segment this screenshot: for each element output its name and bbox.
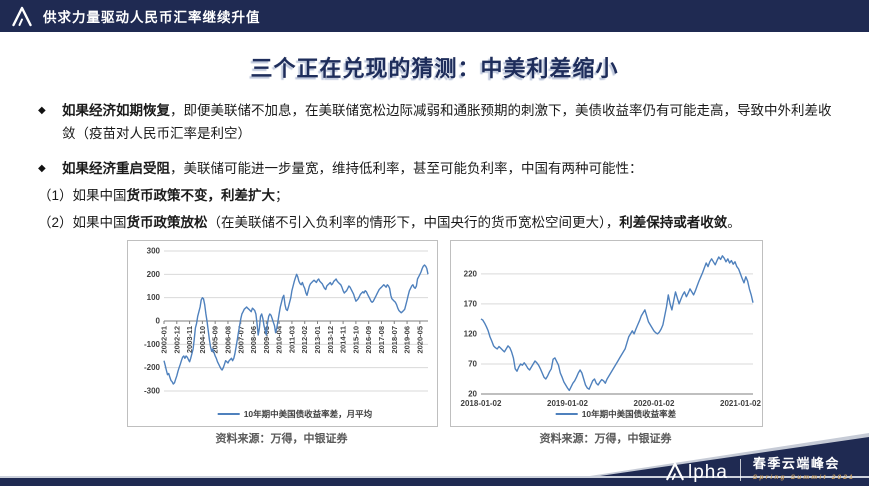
svg-text:2015-10: 2015-10	[351, 326, 360, 354]
svg-text:2010-04: 2010-04	[275, 325, 284, 353]
svg-text:2011-03: 2011-03	[287, 326, 296, 353]
diamond-bullet-icon: ◆	[38, 105, 46, 116]
chart-right-box: 220 170 120 70 20 2018-01-02 2019-01-02 2020-01…	[450, 240, 763, 427]
svg-text:2013-01: 2013-01	[313, 326, 322, 354]
source-caption-left: 资料来源：万得，中银证券	[215, 433, 348, 445]
subitem-2-bold1: 货币政策放松	[126, 215, 208, 230]
bullet-1-bold: 如果经济如期恢复	[62, 103, 170, 118]
subitem-1-bold: 货币政策不变，利差扩大	[126, 188, 276, 203]
svg-text:2019-01-02: 2019-01-02	[547, 399, 588, 408]
brand-en-text: Spring Summit 2021	[752, 474, 855, 481]
svg-text:300: 300	[147, 247, 161, 256]
svg-text:2002-12: 2002-12	[172, 326, 181, 354]
svg-text:-100: -100	[144, 340, 161, 349]
diamond-bullet-icon: ◆	[38, 163, 46, 174]
subitem-1: （1）如果中国货币政策不变，利差扩大；	[38, 184, 843, 207]
svg-text:200: 200	[147, 270, 161, 279]
header-title: 供求力量驱动人民币汇率继续升值	[43, 10, 261, 25]
svg-text:-300: -300	[144, 387, 161, 396]
svg-text:120: 120	[464, 329, 478, 338]
subitem-1-suffix: ；	[275, 188, 289, 203]
svg-text:10年期中美国债收益率差，月平均: 10年期中美国债收益率差，月平均	[244, 409, 373, 419]
svg-text:100: 100	[147, 293, 161, 302]
svg-text:170: 170	[464, 299, 478, 308]
svg-text:0: 0	[156, 317, 161, 326]
bullet-item-1: ◆ 如果经济如期恢复，即便美联储不加息，在美联储宽松边际减弱和通胀预期的刺激下，…	[38, 99, 843, 145]
footer-brand: lpha 春季云端峰会 Spring Summit 2021	[664, 453, 855, 483]
svg-text:2012-02: 2012-02	[300, 326, 309, 354]
svg-text:2016-09: 2016-09	[364, 326, 373, 354]
svg-text:2007-07: 2007-07	[236, 326, 245, 354]
chart-left-yield-spread-monthly: 300 200 100 0 -100 -200 -300 2002-01 2002-12 2003…	[144, 247, 429, 419]
svg-text:2019-06: 2019-06	[403, 326, 412, 354]
brand-cn-block: 春季云端峰会 Spring Summit 2021	[753, 453, 855, 481]
chart-left-box: 300 200 100 0 -100 -200 -300 2002-01 2002-12 2003…	[127, 240, 438, 427]
svg-text:2020-01-02: 2020-01-02	[634, 399, 675, 408]
svg-text:220: 220	[464, 269, 478, 278]
svg-text:2017-08: 2017-08	[377, 326, 386, 354]
bullet-1-text: ，即便美联储不加息，在美联储宽松边际减弱和通胀预期的刺激下，美债收益率仍有可能走…	[62, 103, 832, 141]
svg-text:2021-01-02: 2021-01-02	[720, 399, 761, 408]
alpha-wordmark: lpha	[664, 461, 728, 483]
svg-text:2008-06: 2008-06	[249, 326, 258, 354]
svg-text:2005-09: 2005-09	[211, 326, 220, 354]
subitem-1-prefix: （1）如果中国	[38, 188, 127, 203]
slide-title: 三个正在兑现的猜测：中美利差缩小	[250, 56, 619, 81]
svg-text:2009-05: 2009-05	[262, 326, 271, 354]
brand-lpha-text: lpha	[687, 462, 728, 483]
svg-text:2013-12: 2013-12	[326, 326, 335, 354]
svg-text:2006-08: 2006-08	[223, 326, 232, 354]
header-bar: 供求力量驱动人民币汇率继续升值	[0, 0, 869, 32]
svg-text:-200: -200	[144, 363, 161, 372]
svg-text:70: 70	[468, 359, 477, 368]
subitem-2-mid: （在美联储不引入负利率的情形下，中国央行的货币宽松空间更大），	[207, 215, 620, 230]
svg-text:2014-11: 2014-11	[339, 326, 348, 353]
svg-text:2018-07: 2018-07	[390, 326, 399, 354]
svg-text:2003-11: 2003-11	[185, 326, 194, 353]
subitem-2-prefix: （2）如果中国	[38, 215, 127, 230]
svg-text:10年期中美国债收益率差: 10年期中美国债收益率差	[582, 409, 677, 419]
svg-text:2004-10: 2004-10	[198, 326, 207, 354]
bullet-item-2: ◆ 如果经济重启受阻，美联储可能进一步量宽，维持低利率，甚至可能负利率，中国有两…	[38, 157, 843, 180]
alpha-logo-icon	[12, 6, 32, 27]
svg-text:20: 20	[468, 390, 477, 399]
alpha-logo-icon	[666, 462, 684, 481]
body-text: ◆ 如果经济如期恢复，即便美联储不加息，在美联储宽松边际减弱和通胀预期的刺激下，…	[38, 99, 843, 238]
subitem-2-suffix: 。	[727, 215, 741, 230]
bullet-2-bold: 如果经济重启受阻	[62, 161, 170, 176]
subitem-2: （2）如果中国货币政策放松（在美联储不引入负利率的情形下，中国央行的货币宽松空间…	[38, 211, 843, 234]
svg-text:2020-05: 2020-05	[415, 326, 424, 354]
svg-text:2002-01: 2002-01	[160, 326, 169, 354]
svg-text:2018-01-02: 2018-01-02	[461, 399, 502, 408]
footer-bar	[0, 476, 869, 486]
brand-divider	[739, 459, 741, 481]
source-caption-right: 资料来源：万得，中银证券	[539, 433, 672, 445]
subitem-2-bold2: 利差保持或者收敛	[619, 215, 728, 230]
brand-cn-text: 春季云端峰会	[752, 456, 840, 471]
bullet-2-text: ，美联储可能进一步量宽，维持低利率，甚至可能负利率，中国有两种可能性：	[170, 161, 643, 176]
